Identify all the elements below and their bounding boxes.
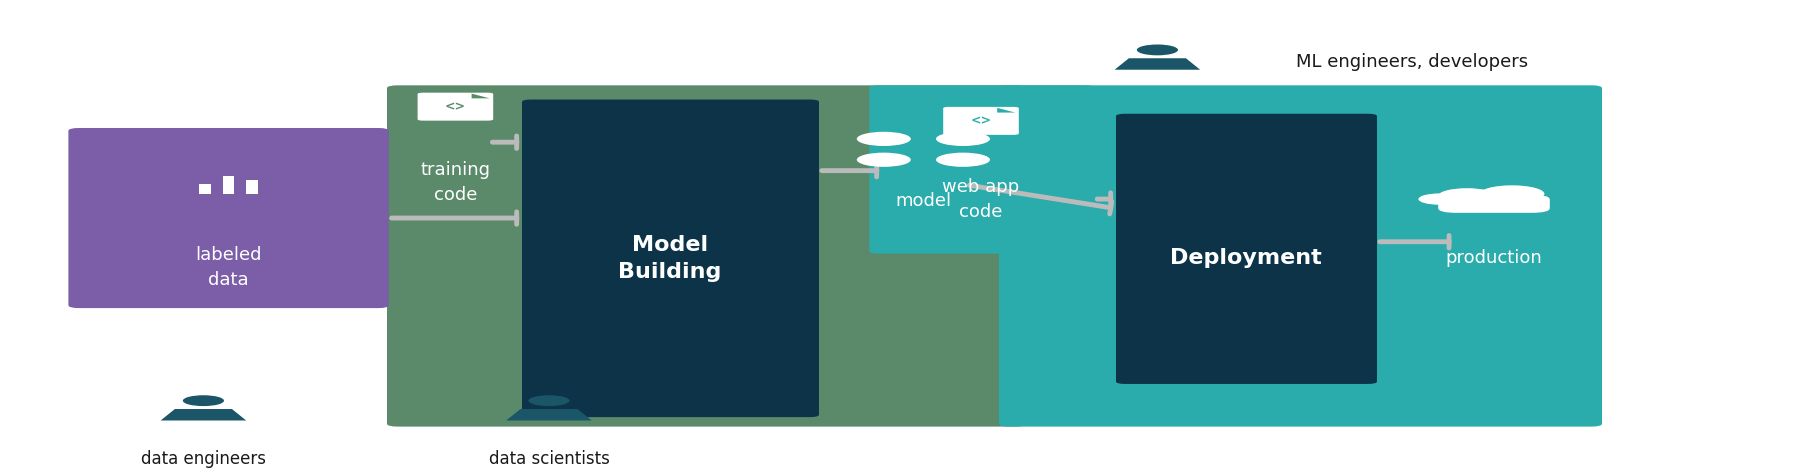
FancyBboxPatch shape [1116,114,1377,384]
Text: Model
Building: Model Building [617,235,722,282]
Circle shape [1138,45,1177,55]
Text: <>: <> [445,100,466,113]
Polygon shape [160,409,247,420]
FancyBboxPatch shape [522,100,819,417]
FancyBboxPatch shape [1438,195,1550,213]
Polygon shape [1114,58,1201,70]
FancyBboxPatch shape [869,85,1094,254]
Text: Deployment: Deployment [1170,248,1321,268]
Bar [223,176,234,194]
Polygon shape [506,409,592,420]
Circle shape [1480,185,1544,202]
FancyBboxPatch shape [418,93,493,121]
Circle shape [857,153,911,167]
FancyBboxPatch shape [999,85,1602,427]
Polygon shape [997,108,1015,113]
FancyBboxPatch shape [387,85,1026,427]
FancyBboxPatch shape [943,107,1019,135]
Circle shape [936,153,990,167]
Circle shape [529,395,569,406]
Circle shape [1418,193,1462,205]
Bar [247,180,257,194]
Polygon shape [472,94,490,99]
Bar [200,184,211,194]
Text: labeled
data: labeled data [196,246,261,289]
Circle shape [936,132,990,146]
Circle shape [1438,188,1496,203]
Text: training
code: training code [421,161,490,204]
FancyBboxPatch shape [68,128,389,308]
Text: data scientists: data scientists [488,450,610,468]
Text: data engineers: data engineers [140,450,266,468]
Text: web app
code: web app code [943,178,1019,220]
Text: model: model [895,192,952,210]
Circle shape [857,132,911,146]
Text: production: production [1445,249,1543,267]
Text: <>: <> [970,114,992,128]
Text: ML engineers, developers: ML engineers, developers [1296,53,1528,71]
Circle shape [184,395,223,406]
